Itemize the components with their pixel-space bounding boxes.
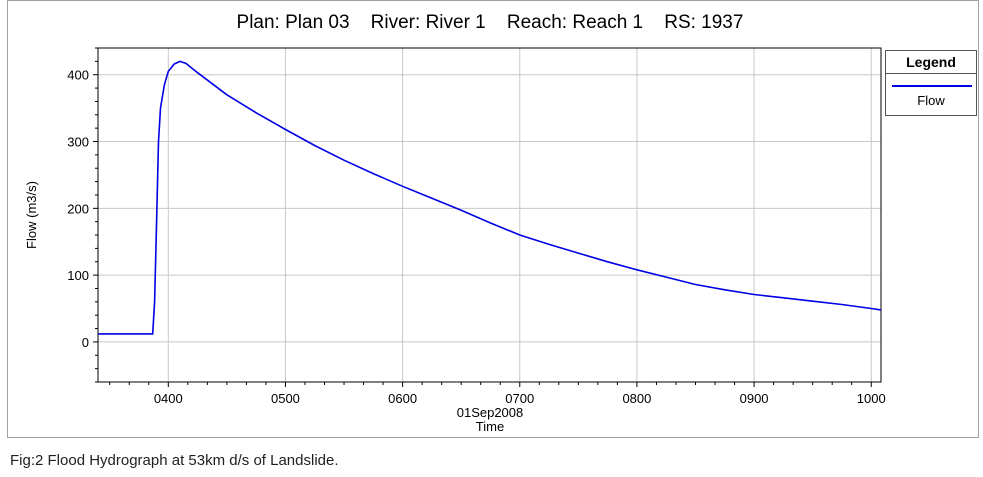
- x-tick-label: 0900: [740, 391, 769, 406]
- axis-layer: 0400 0500 0600 0700 0800 0900 1000 0 100 200 300 40…: [67, 47, 886, 406]
- x-axis-label: Time: [476, 419, 504, 434]
- y-tick-label: 300: [67, 135, 89, 150]
- x-tick-label: 0500: [271, 391, 300, 406]
- x-tick-label: 0600: [388, 391, 417, 406]
- y-tick-label: 0: [82, 335, 89, 350]
- plot-area: [97, 47, 882, 383]
- y-tick-label: 400: [67, 68, 89, 83]
- y-tick-label: 200: [67, 201, 89, 216]
- series-line-flow: [98, 60, 882, 335]
- legend-label-flow: Flow: [917, 93, 945, 108]
- legend: Legend Flow: [885, 50, 977, 116]
- x-tick-label: 0400: [154, 391, 183, 406]
- x-tick-label: 0700: [505, 391, 534, 406]
- series-layer: [98, 60, 882, 335]
- grid-layer: [98, 48, 881, 382]
- x-date-label: 01Sep2008: [457, 405, 524, 420]
- x-tick-label: 0800: [622, 391, 651, 406]
- legend-swatch-flow: [892, 85, 972, 87]
- y-tick-label: 100: [67, 268, 89, 283]
- chart-title: Plan: Plan 03 River: River 1 Reach: Reac…: [237, 12, 744, 33]
- legend-title: Legend: [886, 51, 976, 74]
- x-tick-label: 1000: [857, 391, 886, 406]
- plot-border: [97, 47, 882, 383]
- figure-caption: Fig:2 Flood Hydrograph at 53km d/s of La…: [10, 452, 339, 469]
- y-axis-label: Flow (m3/s): [24, 181, 39, 249]
